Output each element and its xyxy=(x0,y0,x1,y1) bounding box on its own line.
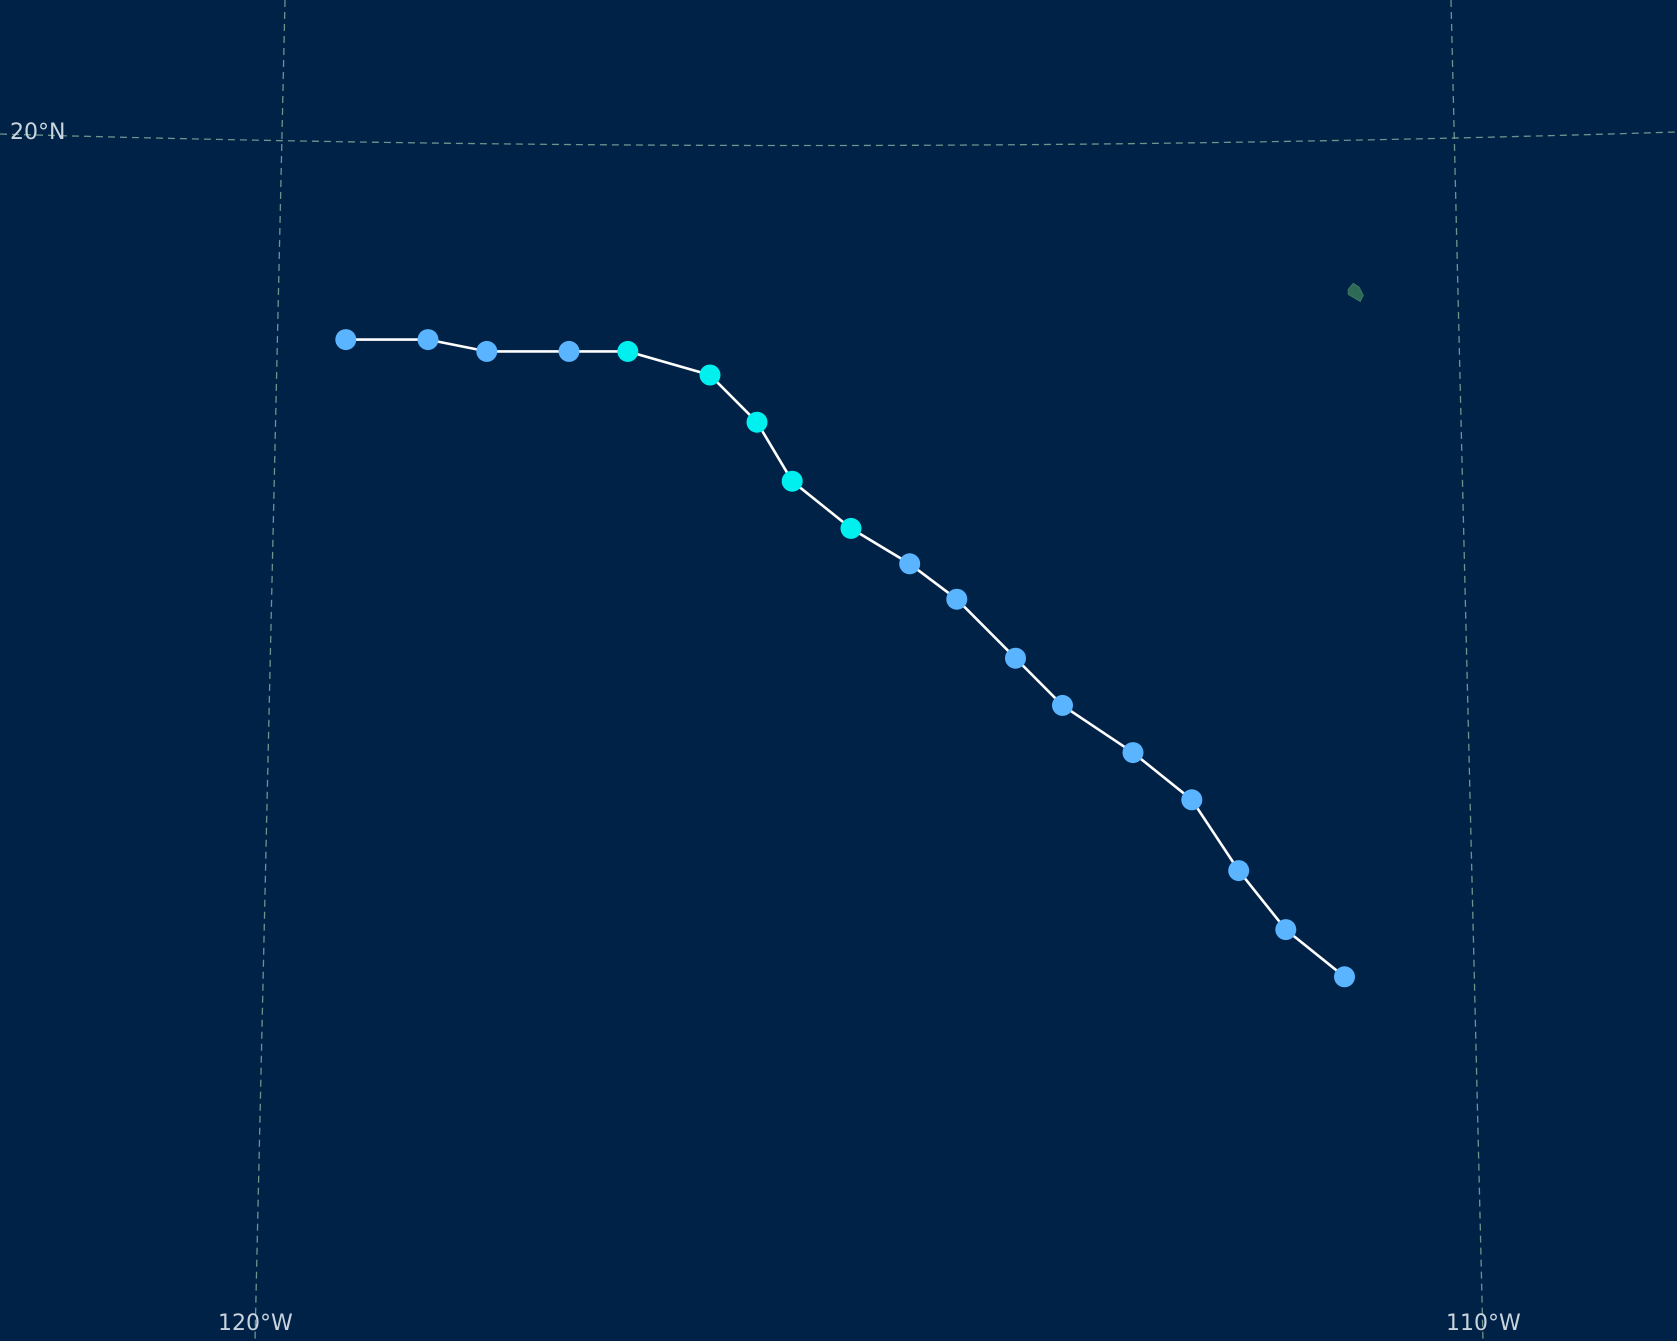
longitude-line-120w xyxy=(254,0,286,1341)
latitude-label-20n: 20°N xyxy=(10,120,65,145)
track-point[interactable] xyxy=(746,411,768,433)
track-point[interactable] xyxy=(899,553,921,575)
track-point[interactable] xyxy=(1181,789,1203,811)
track-point[interactable] xyxy=(335,329,357,351)
track-point[interactable] xyxy=(840,517,862,539)
track-point[interactable] xyxy=(946,588,968,610)
track-point[interactable] xyxy=(417,329,439,351)
track-point[interactable] xyxy=(1052,694,1073,716)
track-point[interactable] xyxy=(1334,966,1355,988)
track-point[interactable] xyxy=(617,340,639,362)
longitude-label-120w: 120°W xyxy=(218,1311,293,1336)
graticule-labels: 20°N 120°W 110°W xyxy=(10,120,1521,1336)
longitude-line-110w xyxy=(1450,0,1484,1341)
track-point[interactable] xyxy=(476,340,498,362)
track-point[interactable] xyxy=(1275,919,1297,941)
track-point[interactable] xyxy=(1228,860,1250,882)
track-line xyxy=(345,338,1346,978)
track-point[interactable] xyxy=(781,470,803,492)
track-point[interactable] xyxy=(699,364,721,386)
latitude-line-20n xyxy=(0,131,1677,147)
islands xyxy=(1347,282,1364,303)
track-point[interactable] xyxy=(1122,742,1144,764)
track-point[interactable] xyxy=(1005,647,1026,669)
longitude-label-110w: 110°W xyxy=(1446,1311,1521,1336)
island-shape xyxy=(1347,282,1364,303)
track-point[interactable] xyxy=(558,340,580,362)
storm-track xyxy=(335,329,1355,988)
